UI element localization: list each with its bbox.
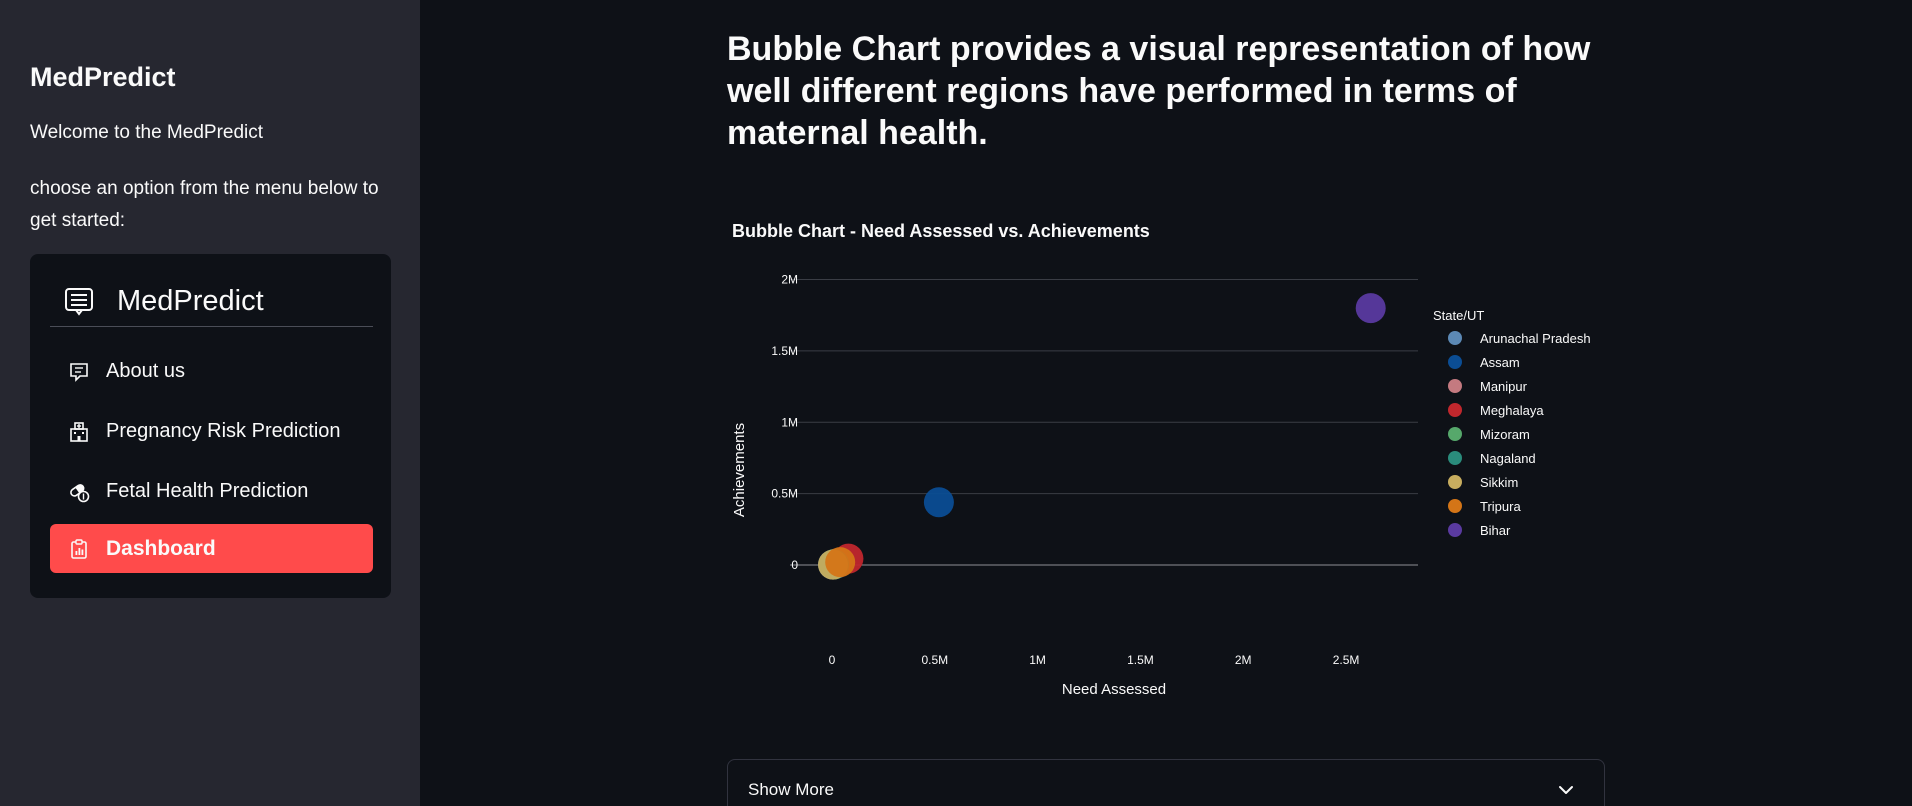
- bubble-point[interactable]: [1355, 293, 1386, 324]
- chart-title: Bubble Chart - Need Assessed vs. Achieve…: [732, 221, 1150, 241]
- legend-label: Assam: [1480, 355, 1520, 370]
- legend-marker[interactable]: [1448, 403, 1462, 417]
- hospital-icon: [70, 421, 88, 442]
- instruction-text: choose an option from the menu below to …: [30, 178, 379, 231]
- x-tick-label: 1M: [1029, 653, 1046, 667]
- legend-marker[interactable]: [1448, 355, 1462, 369]
- legend-marker[interactable]: [1448, 379, 1462, 393]
- legend-marker[interactable]: [1448, 331, 1462, 345]
- legend-label: Meghalaya: [1480, 403, 1544, 418]
- legend-marker[interactable]: [1448, 451, 1462, 465]
- legend-marker[interactable]: [1448, 475, 1462, 489]
- menu-header: MedPredict: [50, 276, 373, 327]
- legend-label: Tripura: [1480, 499, 1521, 514]
- menu-item-label: About us: [106, 360, 185, 382]
- bubble-chart[interactable]: Bubble Chart - Need Assessed vs. Achieve…: [720, 210, 1620, 710]
- capsule-icon: [70, 483, 90, 502]
- bubble-point[interactable]: [923, 487, 954, 518]
- legend-label: Mizoram: [1480, 427, 1530, 442]
- x-tick-label: 2M: [1235, 653, 1252, 667]
- show-more-expander[interactable]: Show More: [727, 759, 1605, 806]
- x-tick-label: 0: [829, 653, 836, 667]
- y-tick-label: 0.5M: [771, 487, 798, 501]
- x-axis-title: Need Assessed: [1062, 681, 1166, 698]
- legend-title: State/UT: [1433, 308, 1484, 323]
- welcome-text: Welcome to the MedPredict: [30, 122, 264, 143]
- menu-item-label: Fetal Health Prediction: [106, 480, 309, 502]
- x-tick-label: 2.5M: [1333, 653, 1360, 667]
- y-tick-label: 1M: [781, 415, 798, 429]
- x-tick-label: 1.5M: [1127, 653, 1154, 667]
- menu-item-fetal-health[interactable]: Fetal Health Prediction: [50, 467, 373, 516]
- menu-header-title: MedPredict: [117, 284, 264, 317]
- page-heading: Bubble Chart provides a visual represent…: [727, 30, 1591, 152]
- legend-label: Nagaland: [1480, 451, 1536, 466]
- list-icon: [65, 288, 93, 316]
- chevron-down-icon: [1559, 786, 1573, 794]
- sidebar-title: MedPredict: [30, 62, 176, 92]
- legend-label: Arunachal Pradesh: [1480, 331, 1591, 346]
- menu-item-about-us[interactable]: About us: [50, 347, 373, 396]
- bubble-chart-container[interactable]: Bubble Chart - Need Assessed vs. Achieve…: [720, 210, 1620, 710]
- x-tick-label: 0.5M: [921, 653, 948, 667]
- sidebar: MedPredict Welcome to the MedPredict cho…: [0, 0, 420, 806]
- legend-label: Sikkim: [1480, 475, 1518, 490]
- chat-icon: [70, 362, 88, 382]
- y-tick-label: 2M: [781, 273, 798, 287]
- legend-label: Bihar: [1480, 523, 1511, 538]
- clipboard-icon: [71, 538, 87, 559]
- menu-item-label: Pregnancy Risk Prediction: [106, 420, 341, 442]
- legend-marker[interactable]: [1448, 523, 1462, 537]
- y-axis-title: Achievements: [731, 423, 748, 517]
- menu-item-pregnancy-risk[interactable]: Pregnancy Risk Prediction: [50, 407, 373, 456]
- y-tick-label: 1.5M: [771, 344, 798, 358]
- y-tick-label: 0: [791, 558, 798, 572]
- legend-marker[interactable]: [1448, 427, 1462, 441]
- menu-item-label: Dashboard: [106, 536, 216, 560]
- expander-label: Show More: [748, 780, 834, 799]
- option-menu: MedPredict About us: [30, 254, 391, 598]
- menu-item-dashboard[interactable]: Dashboard: [50, 524, 373, 573]
- legend-marker[interactable]: [1448, 499, 1462, 513]
- bubble-point[interactable]: [825, 547, 856, 578]
- legend-label: Manipur: [1480, 379, 1528, 394]
